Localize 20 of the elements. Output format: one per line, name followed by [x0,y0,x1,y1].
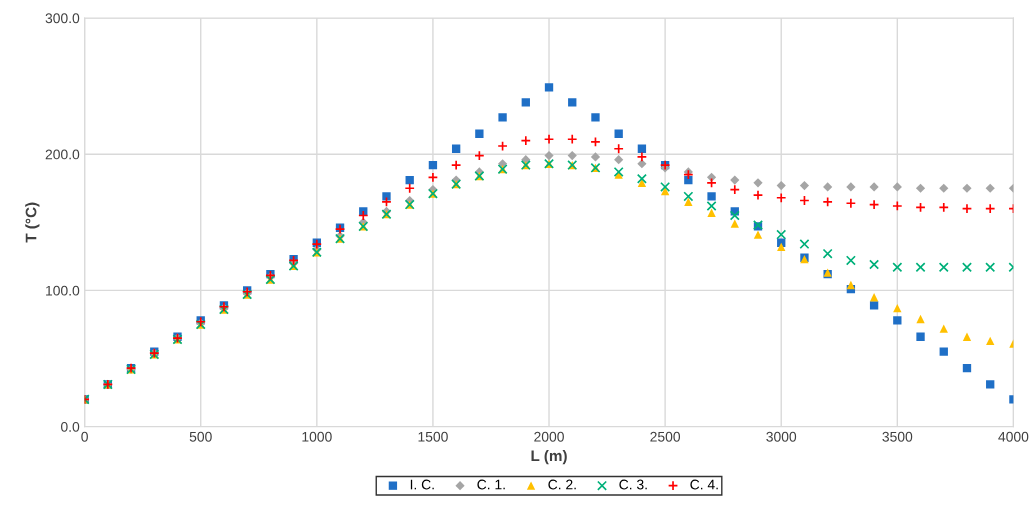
legend-label: C. 2. [548,479,576,490]
x-tick-label: 1500 [418,431,448,442]
x-axis-title: L (m) [531,449,567,465]
legend-label: C. 1. [477,479,505,490]
y-tick-label: 100.0 [46,285,80,296]
x-tick-label: 1000 [302,431,332,442]
x-tick-label: 0 [81,431,88,442]
x-tick-label: 3000 [766,431,797,442]
x-tick-label: 2000 [534,431,564,442]
x-tick-label: 500 [189,431,212,442]
legend-label: C. 4. [690,479,718,490]
y-tick-label: 0.0 [61,421,80,432]
y-axis-title: T (°C) [25,202,40,243]
legend-label: C. 3. [619,479,647,490]
x-tick-label: 4000 [998,431,1029,442]
y-tick-label: 300.0 [45,13,80,24]
legend-label: I. C. [410,479,434,490]
x-tick-label: 3500 [882,431,913,442]
x-tick-label: 2500 [650,431,681,442]
y-tick-label: 200.0 [45,149,80,160]
